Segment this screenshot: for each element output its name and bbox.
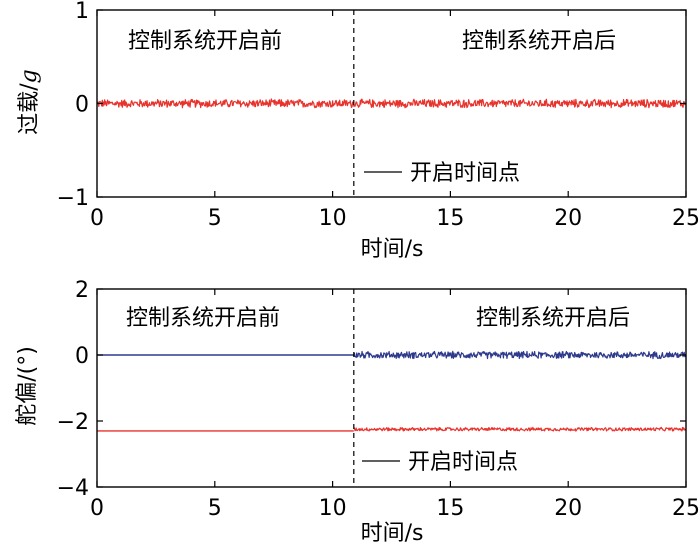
x-tick-label: 15: [436, 496, 464, 521]
chart-panel-overload: 0 5 10 15 20 25 −101 控制系统开启前 控制系统开启后 开启时间点 时间…: [17, 0, 700, 262]
x-tick-label: 10: [319, 496, 347, 521]
overload-series-layer: [96, 98, 687, 109]
y-axis-title-unit: g: [17, 69, 42, 83]
y-tick-label: 2: [75, 278, 89, 303]
y-tick-label: 0: [75, 344, 89, 369]
x-tick-label: 20: [554, 496, 582, 521]
series-line-1-segment-1: [353, 426, 687, 432]
y-tick-label: −1: [57, 186, 89, 211]
x-tick-label: 15: [436, 206, 464, 231]
legend-label: 开启时间点: [410, 161, 520, 186]
axis-ticks: [96, 288, 687, 488]
series-line-0-segment-0: [96, 98, 687, 109]
y-axis-title: 过载/g: [17, 69, 42, 135]
y-tick-labels: −1 0 1: [57, 0, 89, 211]
y-tick-label: −4: [57, 476, 89, 501]
y-axis-title-main: 过载/: [17, 83, 42, 135]
x-tick-label: 0: [90, 496, 104, 521]
y-axis-title-main: 舵偏/(°): [15, 346, 40, 426]
series-line-0-segment-1: [353, 350, 687, 360]
y-tick-label: 0: [75, 93, 89, 118]
annotation-after: 控制系统开启后: [476, 306, 630, 331]
x-tick-label: 10: [319, 206, 347, 231]
x-tick-label: 25: [672, 496, 700, 521]
annotation-after: 控制系统开启后: [462, 29, 616, 54]
x-tick-label: 5: [208, 496, 222, 521]
y-tick-label: −2: [57, 410, 89, 435]
annotation-before: 控制系统开启前: [126, 306, 280, 331]
y-axis-title: 舵偏/(°): [15, 346, 40, 426]
chart-panel-rudder: 0 5 10 15 20 25 −4−202 控制系统开启前 控制系统开启后 开启时间点 …: [15, 278, 700, 546]
axis-ticks: [96, 9, 687, 198]
x-axis-title: 时间/s: [361, 237, 424, 262]
x-tick-label: 5: [208, 206, 222, 231]
plot-frame: [96, 288, 687, 488]
x-tick-label: 0: [90, 206, 104, 231]
legend-label: 开启时间点: [408, 450, 518, 475]
rudder-series-layer: [96, 350, 687, 432]
y-tick-label: 1: [75, 0, 89, 24]
x-axis-title: 时间/s: [361, 521, 424, 546]
annotation-before: 控制系统开启前: [128, 29, 282, 54]
x-tick-label: 25: [672, 206, 700, 231]
x-tick-labels: 0 5 10 15 20 25: [90, 496, 700, 521]
y-tick-labels: −4 −2 0 2: [57, 278, 89, 501]
x-tick-labels: 0 5 10 15 20 25: [90, 206, 700, 231]
x-tick-label: 20: [554, 206, 582, 231]
